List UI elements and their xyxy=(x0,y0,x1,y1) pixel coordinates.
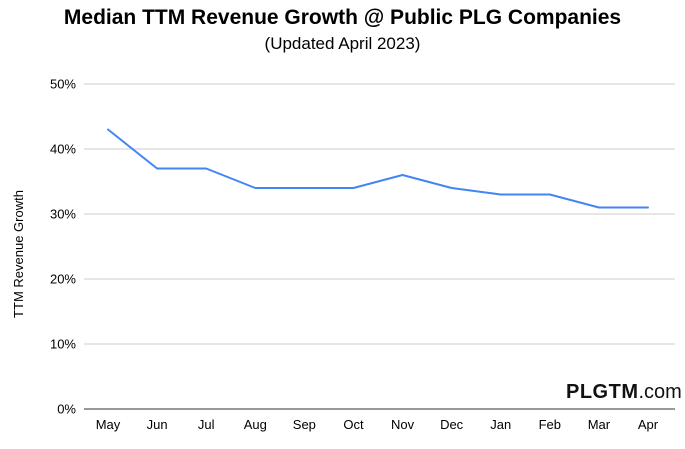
series-line xyxy=(107,128,649,209)
watermark-tld: .com xyxy=(638,381,682,403)
watermark-brand: PLGTM xyxy=(566,381,639,403)
x-tick-label: Jan xyxy=(490,417,511,432)
gridlines xyxy=(84,83,675,410)
x-tick-label: Feb xyxy=(539,417,561,432)
x-tick-label: Dec xyxy=(440,417,464,432)
y-tick-label: 40% xyxy=(50,142,76,157)
x-tick-label: Mar xyxy=(588,417,611,432)
x-tick-label: Apr xyxy=(638,417,659,432)
x-tick-label: Jul xyxy=(198,417,215,432)
x-tick-label: Oct xyxy=(343,417,364,432)
y-tick-label: 0% xyxy=(57,402,76,417)
x-tick-label: Sep xyxy=(293,417,316,432)
series-lines xyxy=(107,128,649,209)
y-tick-label: 50% xyxy=(50,77,76,92)
y-axis-ticks: 0% 10% 20% 30% 40% 50% xyxy=(50,77,76,417)
x-tick-label: Nov xyxy=(391,417,415,432)
x-tick-label: Jun xyxy=(147,417,168,432)
y-tick-label: 10% xyxy=(50,337,76,352)
chart-title: Median TTM Revenue Growth @ Public PLG C… xyxy=(63,6,622,29)
chart-subtitle: (Updated April 2023) xyxy=(264,34,421,53)
x-tick-label: Aug xyxy=(244,417,267,432)
y-tick-label: 30% xyxy=(50,207,76,222)
y-axis-label: TTM Revenue Growth xyxy=(11,190,26,318)
plgtm-watermark: PLGTM.com xyxy=(566,381,682,404)
x-axis-ticks: May Jun Jul Aug Sep Oct Nov Dec Jan Feb Mar Apr xyxy=(96,417,659,432)
x-tick-label: May xyxy=(96,417,121,432)
y-tick-label: 20% xyxy=(50,272,76,287)
